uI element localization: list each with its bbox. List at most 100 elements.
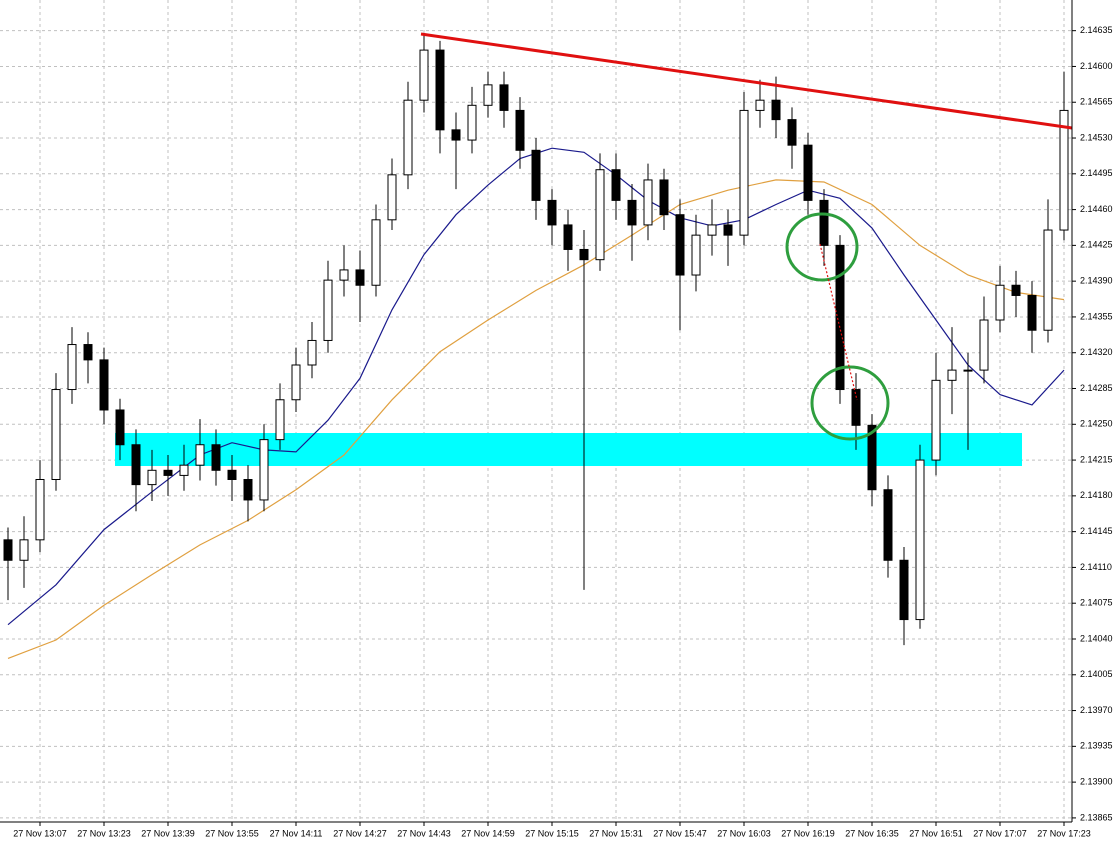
- axis-labels: 2.14635 2.14600 2.14565 2.14530 2.14495 2.144…: [13, 25, 1112, 838]
- candle-body: [739, 109, 749, 236]
- candle-body: [707, 224, 717, 236]
- y-tick-label: 2.14040: [1080, 633, 1113, 643]
- y-tick-label: 2.14320: [1080, 347, 1113, 357]
- y-tick-label: 2.14285: [1080, 383, 1113, 393]
- candle-body: [51, 389, 61, 480]
- candles: [3, 33, 1069, 646]
- y-tick-label: 2.14215: [1080, 454, 1113, 464]
- candle-body: [627, 199, 637, 226]
- x-tick-label: 27 Nov 16:03: [717, 828, 771, 838]
- x-tick-label: 27 Nov 14:11: [270, 828, 323, 838]
- y-tick-label: 2.14635: [1080, 25, 1113, 35]
- candle-body: [579, 248, 589, 261]
- candle-body: [659, 179, 669, 216]
- x-tick-label: 27 Nov 14:59: [461, 828, 515, 838]
- y-tick-label: 2.14005: [1080, 669, 1113, 679]
- candle-body: [723, 224, 733, 236]
- candle-body: [179, 464, 189, 476]
- candle-body: [195, 444, 205, 466]
- x-tick-label: 27 Nov 13:39: [141, 828, 195, 838]
- candle-body: [355, 269, 365, 286]
- x-tick-label: 27 Nov 13:23: [77, 828, 131, 838]
- candle-body: [771, 99, 781, 121]
- candle-body: [147, 469, 157, 486]
- candle-body: [547, 199, 557, 226]
- x-tick-label: 27 Nov 16:35: [845, 828, 899, 838]
- candle-body: [83, 344, 93, 361]
- candle-body: [835, 244, 845, 391]
- y-tick-label: 2.14460: [1080, 204, 1113, 214]
- candle-body: [899, 559, 909, 621]
- candle-body: [451, 129, 461, 141]
- candle-body: [963, 369, 973, 372]
- candle-body: [979, 319, 989, 371]
- moving-average-line: [7, 147, 1065, 626]
- candle-body: [131, 444, 141, 486]
- y-tick-label: 2.13935: [1080, 741, 1113, 751]
- candle-body: [243, 479, 253, 501]
- candle-body: [691, 234, 701, 276]
- candle-body: [755, 99, 765, 111]
- moving-averages: [7, 147, 1065, 659]
- y-tick-label: 2.14600: [1080, 61, 1113, 71]
- y-tick-label: 2.14180: [1080, 490, 1113, 500]
- candle-body: [947, 369, 957, 381]
- candle-body: [435, 49, 445, 131]
- candle-body: [995, 284, 1005, 321]
- candle-body: [67, 344, 77, 391]
- candle-body: [483, 84, 493, 106]
- moving-average-line: [7, 179, 1065, 659]
- x-tick-label: 27 Nov 13:55: [205, 828, 259, 838]
- y-tick-label: 2.14530: [1080, 132, 1113, 142]
- candle-body: [819, 199, 829, 246]
- y-tick-label: 2.13900: [1080, 777, 1113, 787]
- candle-body: [1059, 109, 1069, 231]
- candle-body: [99, 359, 109, 411]
- x-tick-label: 27 Nov 14:27: [333, 828, 387, 838]
- x-tick-label: 27 Nov 14:43: [397, 828, 451, 838]
- candle-body: [531, 149, 541, 201]
- y-tick-label: 2.13865: [1080, 812, 1113, 822]
- y-tick-label: 2.14355: [1080, 311, 1113, 321]
- candle-body: [227, 469, 237, 480]
- candle-body: [339, 269, 349, 281]
- candle-body: [403, 99, 413, 176]
- support-zone: [115, 433, 1022, 466]
- candle-body: [275, 399, 285, 441]
- candle-body: [595, 169, 605, 261]
- candle-body: [163, 469, 173, 476]
- candle-body: [1011, 284, 1021, 296]
- y-tick-label: 2.14565: [1080, 97, 1113, 107]
- candle-body: [115, 409, 125, 446]
- arrow-line: [819, 243, 858, 401]
- candle-body: [931, 379, 941, 461]
- x-tick-label: 27 Nov 17:07: [973, 828, 1027, 838]
- y-tick-label: 2.14390: [1080, 276, 1113, 286]
- x-tick-label: 27 Nov 17:23: [1037, 828, 1091, 838]
- candle-body: [1027, 294, 1037, 331]
- candle-body: [19, 539, 29, 561]
- candle-body: [323, 279, 333, 341]
- x-tick-label: 27 Nov 15:15: [525, 828, 579, 838]
- candle-body: [467, 104, 477, 141]
- candle-body: [3, 539, 13, 561]
- candle-body: [371, 219, 381, 286]
- candle-body: [387, 174, 397, 221]
- candle-body: [35, 479, 45, 541]
- x-tick-label: 27 Nov 15:47: [653, 828, 707, 838]
- highlight-circle: [810, 365, 890, 441]
- y-tick-label: 2.14250: [1080, 419, 1113, 429]
- candle-body: [803, 144, 813, 201]
- candle-body: [883, 489, 893, 561]
- x-tick-label: 27 Nov 16:51: [909, 828, 963, 838]
- candle-body: [643, 179, 653, 226]
- candle-body: [563, 224, 573, 250]
- candle-body: [787, 119, 797, 146]
- candle-body: [915, 459, 925, 621]
- highlight-circle: [785, 212, 859, 282]
- candle-body: [499, 84, 509, 111]
- candle-body: [307, 339, 317, 366]
- y-tick-label: 2.14075: [1080, 598, 1113, 608]
- x-tick-label: 27 Nov 16:19: [781, 828, 835, 838]
